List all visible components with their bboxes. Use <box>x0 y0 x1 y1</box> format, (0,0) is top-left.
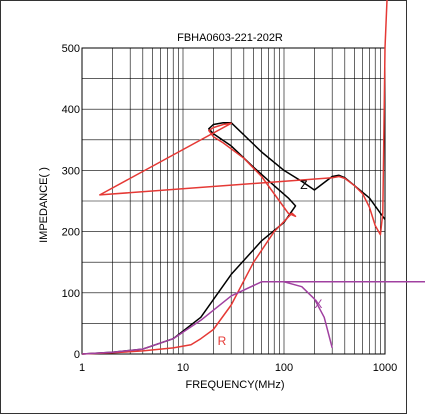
y-tick-label: 0 <box>74 349 80 361</box>
y-tick-label: 500 <box>62 43 80 55</box>
x-tick-label: 100 <box>275 362 293 374</box>
off-plot-traces <box>274 0 425 283</box>
y-tick-labels: 0 100 200 300 400 500 <box>62 43 80 361</box>
figure-frame <box>0 0 407 414</box>
series-label-x: X <box>314 297 322 311</box>
x-tick-label: 1000 <box>373 362 397 374</box>
y-tick-label: 300 <box>62 165 80 177</box>
series-label-r: R <box>218 334 227 348</box>
x-tick-labels: 1 10 100 1000 <box>79 362 397 374</box>
series-layer <box>81 47 386 355</box>
series-annotations: Z R X <box>218 178 323 348</box>
y-tick-label: 400 <box>62 104 80 116</box>
series-line-x <box>81 281 333 355</box>
series-line-r <box>81 47 386 355</box>
grid-lines <box>82 48 385 354</box>
x-axis-label: FREQUENCY(MHz) <box>186 379 285 391</box>
series-line-r-overflow <box>384 0 388 49</box>
series-line-z <box>81 121 386 355</box>
x-tick-label: 10 <box>177 362 189 374</box>
plot-area <box>81 47 386 355</box>
y-tick-label: 100 <box>62 288 80 300</box>
y-tick-label: 200 <box>62 227 80 239</box>
x-tick-label: 1 <box>79 362 85 374</box>
series-label-z: Z <box>300 178 307 192</box>
chart-title: FBHA0603-221-202R <box>177 32 283 44</box>
y-axis-label: IMPEDANCE( ) <box>38 167 50 243</box>
